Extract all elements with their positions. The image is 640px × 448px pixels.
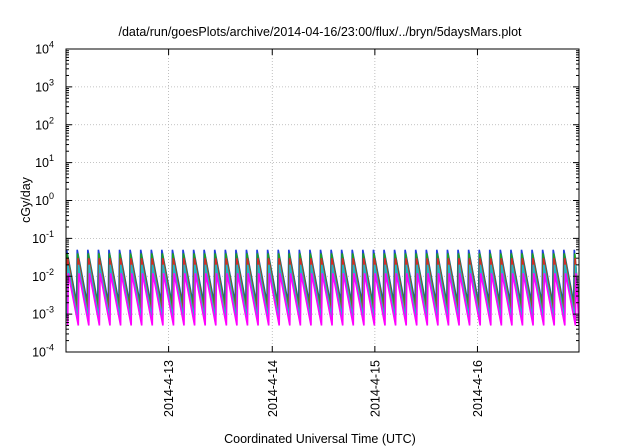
y-tick-label: 100 [35, 191, 54, 208]
x-axis-label: Coordinated Universal Time (UTC) [224, 432, 416, 446]
x-tick-label: 2014-4-14 [266, 360, 280, 417]
y-axis-label: cGy/day [19, 176, 33, 223]
x-tick-label: 2014-4-16 [471, 360, 485, 417]
y-tick-label: 10-1 [32, 229, 54, 246]
y-axis: 10-4 10-3 10-2 10-1 100 101 102 103 104 [32, 40, 579, 360]
x-tick-label: 2014-4-15 [368, 360, 382, 417]
y-tick-label: 10-2 [32, 267, 54, 284]
x-tick-label: 2014-4-13 [162, 360, 176, 417]
y-tick-label: 102 [35, 115, 54, 132]
x-axis: 2014-4-13 2014-4-14 2014-4-15 2014-4-16 [162, 49, 485, 417]
y-tick-label: 104 [35, 40, 54, 57]
series-line [66, 273, 579, 326]
y-tick-label: 10-3 [32, 305, 54, 322]
chart-title: /data/run/goesPlots/archive/2014-04-16/2… [118, 25, 522, 39]
y-tick-label: 10-4 [32, 343, 54, 360]
y-tick-label: 103 [35, 77, 54, 94]
y-tick-label: 101 [35, 153, 54, 170]
series-layer [66, 249, 579, 326]
